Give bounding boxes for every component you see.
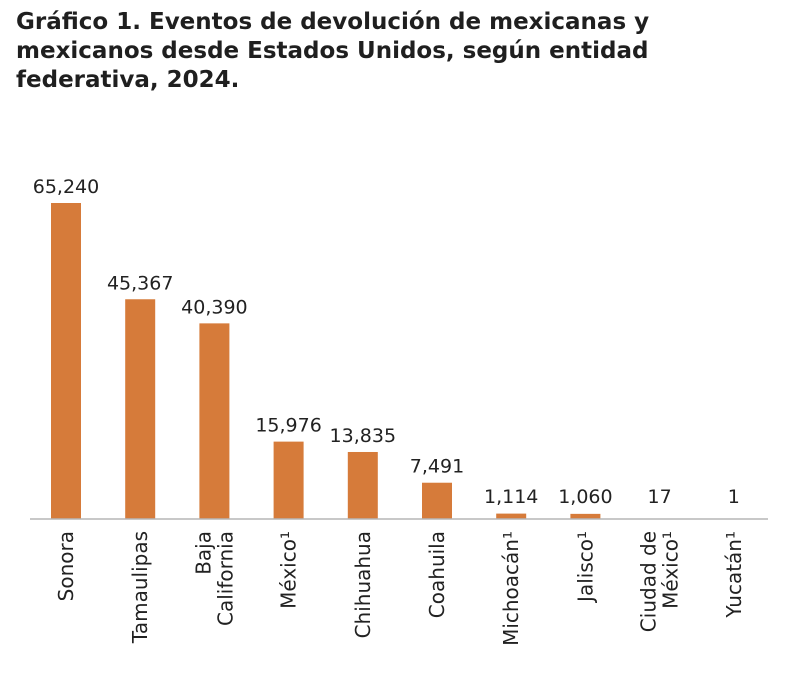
value-label: 15,976: [255, 415, 321, 437]
value-label: 65,240: [33, 176, 99, 198]
category-label: Yucatán¹: [722, 531, 746, 619]
bar: [51, 203, 81, 519]
category-labels-group: Sonora Tamaulipas BajaCalifornia México¹ Chi…: [54, 531, 746, 646]
category-label: Sonora: [54, 531, 78, 601]
value-label: 40,390: [181, 296, 247, 318]
bar: [125, 299, 156, 519]
value-label: 1: [728, 486, 740, 508]
value-label: 1,060: [558, 486, 612, 508]
value-label: 13,835: [330, 425, 396, 447]
value-label: 17: [648, 486, 672, 508]
category-label: Michoacán¹: [499, 531, 523, 646]
category-label: Jalisco¹: [573, 531, 597, 604]
bars-group: [51, 203, 749, 519]
value-label: 7,491: [410, 456, 464, 478]
category-label: Ciudad deMéxico¹: [637, 531, 683, 632]
bar: [273, 441, 304, 519]
value-label: 1,114: [484, 486, 538, 508]
category-label: BajaCalifornia: [191, 531, 237, 626]
bar: [422, 482, 452, 519]
category-label: Tamaulipas: [128, 531, 152, 644]
bar: [496, 513, 527, 519]
value-label: 45,367: [107, 272, 173, 294]
value-labels-group: 65,240 45,367 40,390 15,976 13,835 7,491 1,114…: [33, 176, 740, 508]
bar: [570, 513, 601, 519]
bar: [199, 323, 230, 519]
category-label: Coahuila: [425, 531, 449, 618]
category-label: Chihuahua: [351, 531, 375, 638]
bar: [347, 451, 378, 519]
chart-title: Gráfico 1. Eventos de devolución de mexi…: [16, 9, 650, 93]
category-label: México¹: [277, 531, 301, 609]
